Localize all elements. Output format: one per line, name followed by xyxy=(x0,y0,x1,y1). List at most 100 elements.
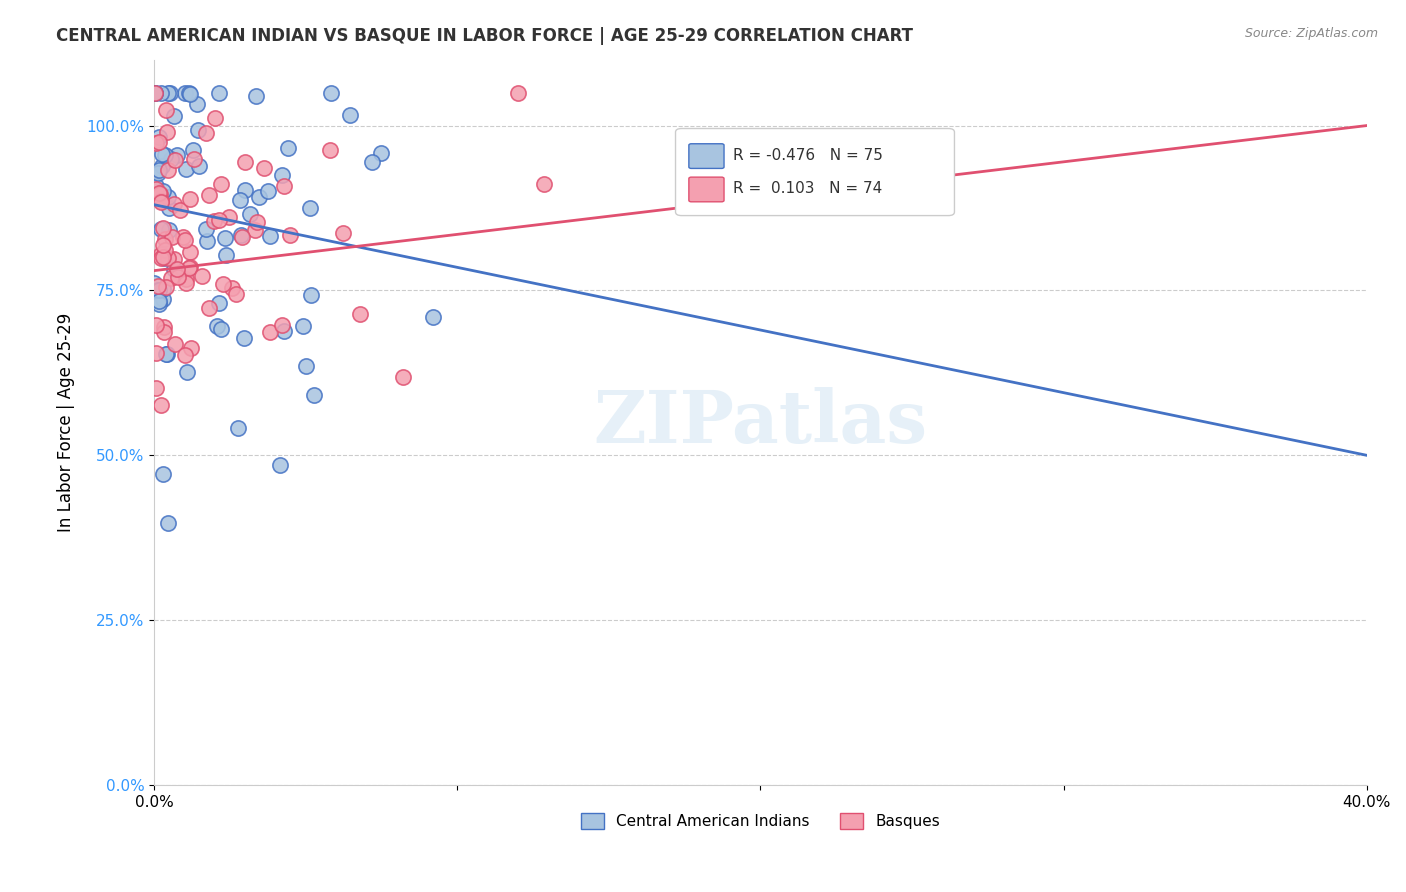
Point xyxy=(226,421,249,435)
Point xyxy=(152,160,174,174)
Point xyxy=(157,86,180,100)
Point xyxy=(177,260,200,275)
Point xyxy=(166,270,188,285)
Point xyxy=(155,347,177,361)
Point xyxy=(153,232,176,246)
Point xyxy=(148,297,170,311)
Point xyxy=(145,136,167,151)
Point xyxy=(152,325,174,339)
Point xyxy=(239,207,262,221)
Point xyxy=(159,271,181,285)
Point xyxy=(156,125,179,139)
Point xyxy=(148,186,170,201)
Point xyxy=(156,251,179,265)
Point xyxy=(143,276,166,290)
Point xyxy=(186,96,208,111)
Point xyxy=(166,262,188,277)
Point xyxy=(153,244,176,258)
Point xyxy=(211,277,233,292)
Point xyxy=(246,215,269,229)
Point xyxy=(174,161,197,176)
Point xyxy=(146,283,169,297)
Point xyxy=(204,112,226,126)
Point xyxy=(198,187,221,202)
Point xyxy=(221,281,243,295)
Point xyxy=(291,319,314,334)
Point xyxy=(152,238,174,252)
Point xyxy=(198,301,221,316)
Point xyxy=(218,210,240,224)
Point xyxy=(174,348,197,362)
Point xyxy=(145,346,167,360)
Point xyxy=(148,284,170,298)
Point xyxy=(148,294,170,309)
Point xyxy=(148,163,170,178)
Point xyxy=(152,467,174,482)
Point xyxy=(157,223,180,237)
Point xyxy=(304,388,326,402)
Point xyxy=(259,325,281,339)
Point xyxy=(247,190,270,204)
Point xyxy=(370,145,392,160)
Point xyxy=(259,228,281,243)
Point xyxy=(214,230,236,244)
Point xyxy=(215,247,238,261)
Point xyxy=(155,280,177,294)
Point xyxy=(145,381,167,395)
Point xyxy=(157,201,180,215)
Point xyxy=(150,194,173,208)
Point xyxy=(152,282,174,296)
Point xyxy=(149,86,172,100)
Text: ZIPatlas: ZIPatlas xyxy=(593,387,928,458)
Point xyxy=(163,252,186,266)
Point xyxy=(150,194,173,209)
Point xyxy=(163,109,186,123)
FancyBboxPatch shape xyxy=(675,128,955,216)
Text: CENTRAL AMERICAN INDIAN VS BASQUE IN LABOR FORCE | AGE 25-29 CORRELATION CHART: CENTRAL AMERICAN INDIAN VS BASQUE IN LAB… xyxy=(56,27,914,45)
Point xyxy=(235,183,257,197)
Point xyxy=(257,184,280,198)
Point xyxy=(152,184,174,198)
Point xyxy=(183,143,205,157)
Point xyxy=(148,130,170,145)
Point xyxy=(183,152,205,166)
Point xyxy=(169,202,191,217)
Point xyxy=(422,310,444,325)
Point xyxy=(145,178,167,193)
Point xyxy=(270,168,292,182)
Point xyxy=(299,288,322,302)
Point xyxy=(145,318,167,332)
Point xyxy=(187,123,209,137)
Point xyxy=(163,197,186,211)
FancyBboxPatch shape xyxy=(689,144,724,169)
Point xyxy=(156,189,179,203)
Point xyxy=(277,141,299,155)
Point xyxy=(153,319,176,334)
Point xyxy=(339,108,361,122)
Point xyxy=(179,87,201,101)
Point xyxy=(298,202,321,216)
Point xyxy=(233,155,256,169)
Point xyxy=(143,86,166,100)
Point xyxy=(143,86,166,100)
Text: R =  0.103   N = 74: R = 0.103 N = 74 xyxy=(733,181,882,196)
Point xyxy=(143,86,166,100)
Point xyxy=(177,86,200,100)
Point xyxy=(231,228,253,243)
Point xyxy=(143,188,166,202)
Point xyxy=(506,86,529,100)
Point xyxy=(269,458,291,473)
Point xyxy=(209,322,232,336)
Point xyxy=(148,186,170,201)
Text: R = -0.476   N = 75: R = -0.476 N = 75 xyxy=(733,148,883,163)
Point xyxy=(174,276,197,290)
Point xyxy=(156,163,179,178)
Point xyxy=(179,245,201,260)
Point xyxy=(295,359,318,373)
Point xyxy=(207,212,229,227)
Point xyxy=(146,278,169,293)
Point xyxy=(152,220,174,235)
Point xyxy=(533,177,555,191)
Point xyxy=(180,341,202,355)
Point xyxy=(332,227,354,241)
